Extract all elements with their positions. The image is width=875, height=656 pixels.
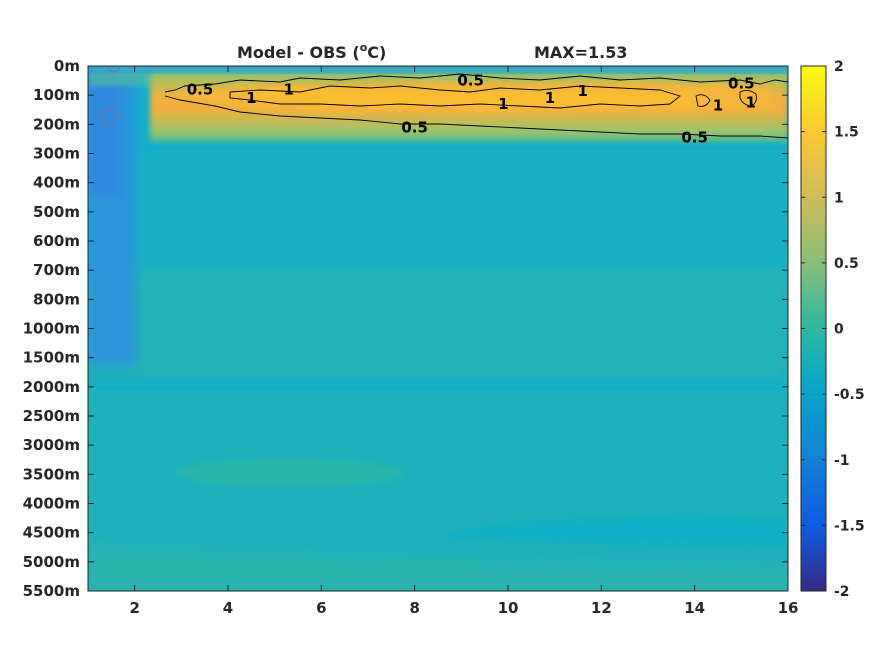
contour-label: 0.5 [401,118,428,136]
colorbar-tick-label: -2 [834,584,850,600]
x-tick-label: 16 [778,599,799,617]
x-tick-label: 8 [409,599,419,617]
contour-label: 1 [246,89,256,107]
x-axis: 2 4 6 8 10 12 14 16 [129,66,798,617]
contour-label: 0.5 [681,128,708,146]
y-tick-label: 5500m [23,582,80,600]
contour-0.5-lower [164,95,788,139]
contour-labels: 0.5 1 10.50.51 1 10.50.51 1 [187,72,756,147]
y-tick-label: 500m [33,203,80,221]
y-tick-label: 400m [33,174,80,192]
y-tick-label: 5000m [23,553,80,571]
colorbar-tick-label: 0.5 [834,256,859,272]
contour-label: 0.5 [728,75,755,93]
colorbar-tick-label: 1 [834,190,844,206]
contour-label: 1 [545,89,555,107]
contour-1-small-2 [695,94,711,107]
contour-0.5-upper [164,73,788,93]
colorbar-tick-label: 1.5 [834,125,859,141]
y-tick-label: 4500m [23,524,80,542]
y-tick-label: 0m [54,57,80,75]
y-tick-label: 800m [33,290,80,308]
x-tick-label: 12 [591,599,612,617]
y-tick-label: 3000m [23,436,80,454]
y-tick-label: 300m [33,145,80,163]
colorbar-tick-label: -0.5 [834,387,865,403]
contour-label: 1 [577,82,587,100]
colorbar-ticks: 2 1.5 1 0.5 0 -0.5 -1 -1.5 -2 [801,59,865,600]
title-unit-tail: C) [367,43,386,62]
y-tick-label: 200m [33,115,80,133]
y-axis: 0m 100m 200m 300m 400m 500m 600m 700m 800m 1000m 1… [23,57,788,600]
contour-label: 0.5 [187,80,214,98]
title-main: Model - OBS ( [237,43,360,62]
y-tick-label: 3500m [23,465,80,483]
y-tick-label: 600m [33,232,80,250]
y-tick-label: 2000m [23,378,80,396]
x-tick-label: 6 [316,599,326,617]
contour-neg-corner [99,107,117,127]
contour-1-small [739,89,757,107]
contour-label: 1 [498,95,508,113]
x-tick-label: 10 [498,599,519,617]
y-tick-label: 700m [33,261,80,279]
contour-neg-corner-2 [107,67,121,73]
colorbar-tick-label: -1.5 [834,518,865,534]
y-tick-label: 1500m [23,349,80,367]
x-tick-label: 4 [223,599,233,617]
contour-1 [229,85,681,109]
y-tick-label: 4000m [23,495,80,513]
contour-label: 1 [283,80,293,98]
x-tick-label: 14 [684,599,705,617]
contours [99,67,788,139]
y-tick-label: 1000m [23,320,80,338]
contour-label: 1 [745,93,755,111]
colorbar-tick-label: -1 [834,453,850,469]
y-tick-label: 2500m [23,407,80,425]
colorbar-tick-label: 0 [834,322,844,338]
contour-label: 1 [713,96,723,114]
contour-label: 0.5 [457,72,484,90]
x-tick-label: 2 [129,599,139,617]
svg-text:Model - OBS (oC): Model - OBS (oC) [237,41,386,62]
colorbar-tick-label: 2 [834,59,844,75]
title-unit-sup: o [360,41,368,54]
chart-title: Model - OBS (oC) [237,41,386,62]
y-tick-label: 100m [33,86,80,104]
max-label: MAX=1.53 [534,43,628,62]
